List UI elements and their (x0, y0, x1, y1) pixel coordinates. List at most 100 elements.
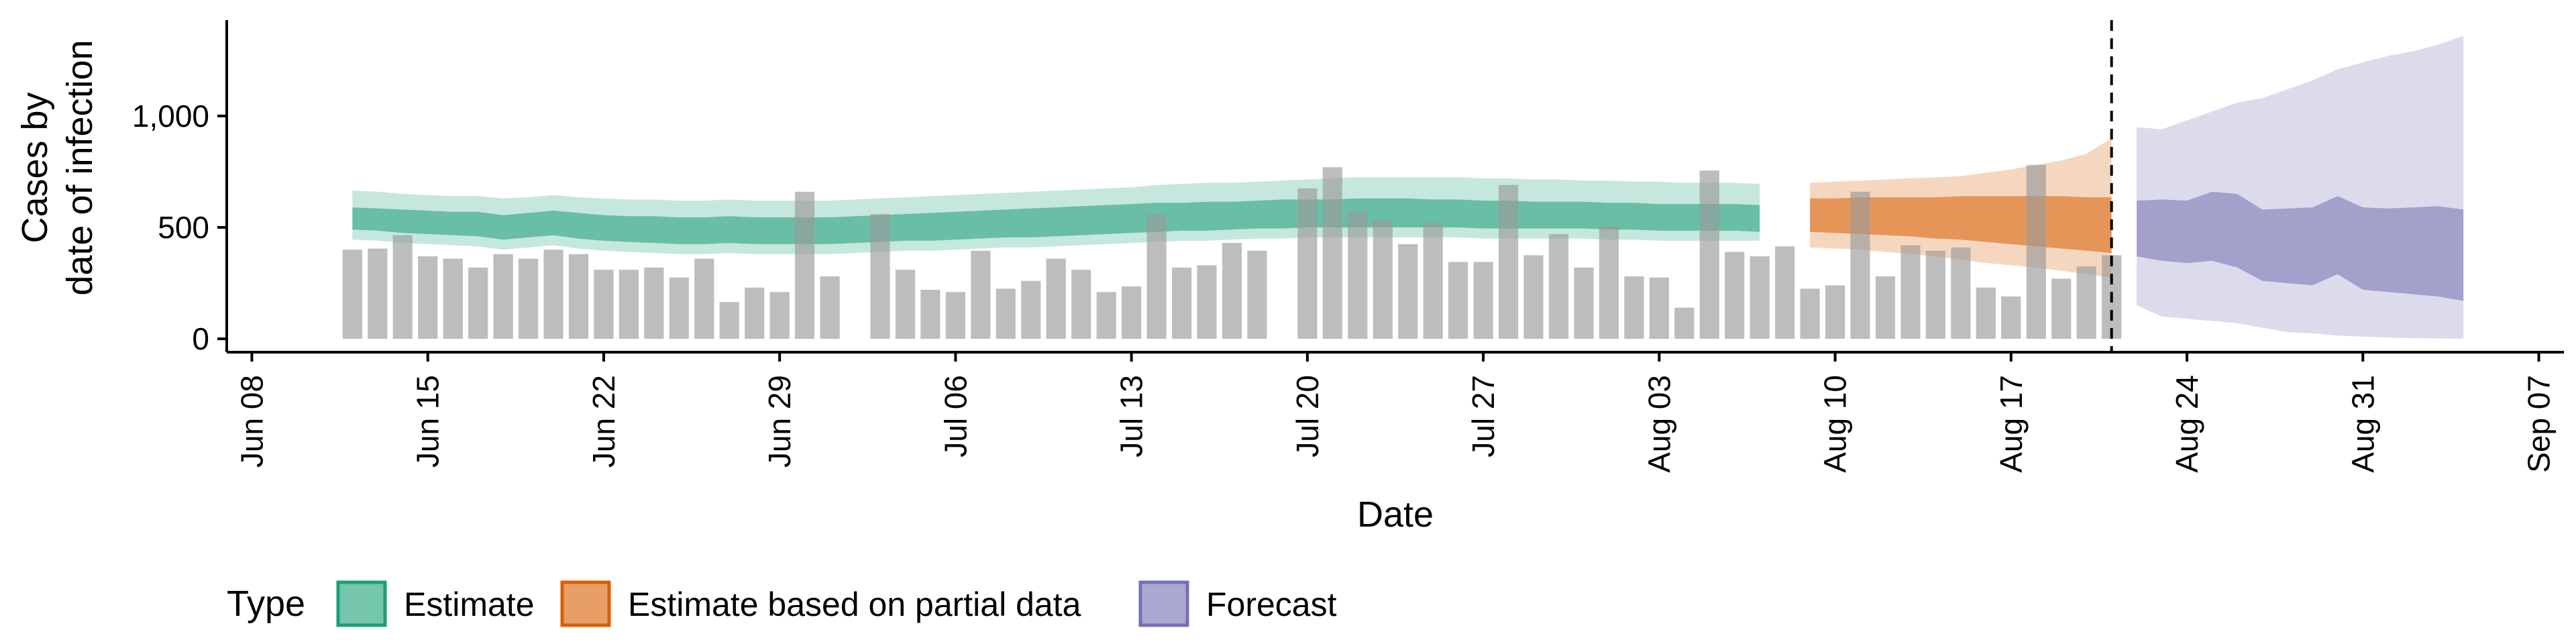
case-bar (1925, 250, 1945, 339)
case-bar (342, 250, 362, 339)
plot-area (342, 20, 2464, 352)
case-bar (619, 270, 639, 339)
case-bar (368, 248, 388, 339)
case-bar (1750, 256, 1770, 339)
case-bar (719, 302, 739, 339)
y-tick-label: 1,000 (132, 99, 209, 133)
case-bar (1448, 262, 1468, 339)
x-axis: Jun 08 Jun 15 Jun 22 Jun 29 Jul 06 Jul 13 Jul … (227, 351, 2564, 473)
case-bar (694, 258, 714, 339)
case-bar (392, 235, 413, 339)
case-bar (594, 270, 614, 339)
case-bar (945, 292, 965, 339)
case-bar (1499, 184, 1519, 339)
x-tick-label: Jul 27 (1466, 375, 1501, 458)
case-bar (418, 256, 438, 339)
x-tick-label: Jun 22 (586, 375, 621, 468)
case-bar (1197, 265, 1217, 339)
case-bar (1523, 255, 1544, 339)
case-bar (1473, 262, 1493, 339)
case-bar (1624, 276, 1644, 339)
case-bar (1348, 211, 1368, 339)
case-bar (1172, 267, 1192, 339)
case-bar (1096, 292, 1116, 339)
case-bar (1548, 233, 1569, 339)
case-bar (1222, 243, 1242, 339)
y-axis-title: Cases by date of infection (15, 40, 100, 295)
case-bar (493, 254, 513, 339)
legend-label: Estimate (404, 586, 535, 623)
case-bar (1599, 226, 1619, 339)
case-bar (1900, 245, 1921, 339)
case-bar (1373, 219, 1393, 339)
case-bar (644, 267, 664, 339)
case-bar (1775, 246, 1795, 339)
legend-key (336, 580, 387, 627)
case-bar (1398, 244, 1418, 339)
x-tick-label: Aug 24 (2169, 375, 2204, 473)
case-bar (820, 276, 840, 339)
x-tick-label: Aug 03 (1642, 375, 1676, 473)
case-bar (2026, 164, 2046, 339)
case-bar (443, 258, 463, 339)
case-bar (895, 270, 916, 339)
case-bar (1046, 258, 1066, 339)
case-bar (1574, 267, 1594, 339)
case-bar (920, 290, 941, 339)
case-bar (518, 258, 539, 339)
bars-layer (342, 164, 2122, 339)
case-bar (1699, 170, 1719, 339)
x-tick-label: Jul 13 (1114, 375, 1149, 458)
case-bar (669, 277, 689, 339)
legend-label: Estimate based on partial data (628, 586, 1081, 623)
case-bar (1146, 214, 1167, 339)
case-bar (1951, 247, 1971, 339)
case-bar (1825, 285, 1845, 339)
ribbons-layer (352, 36, 2464, 339)
case-bar (1800, 288, 1820, 339)
legend-key (560, 580, 611, 627)
legend-key (1138, 580, 1189, 627)
y-axis-title-line: date of infection (60, 40, 100, 295)
case-bar (745, 287, 765, 339)
case-bar (1649, 277, 1669, 339)
case-bar (543, 250, 564, 339)
x-tick-label: Aug 17 (1994, 375, 2029, 473)
x-tick-label: Jul 06 (938, 375, 973, 458)
case-bar (2076, 266, 2096, 339)
y-axis: 0 500 1,000 (132, 20, 228, 356)
case-bar (2051, 278, 2072, 339)
x-tick-label: Sep 07 (2522, 375, 2557, 473)
case-bar (870, 214, 890, 339)
legend: Type Estimate Estimate based on partial da… (227, 580, 1337, 627)
x-tick-label: Aug 10 (1818, 375, 1853, 473)
x-tick-label: Jun 15 (411, 375, 445, 468)
ribbon-50-series-0 (352, 198, 1760, 244)
y-tick-label: 0 (192, 321, 209, 356)
case-bar (971, 250, 991, 339)
y-axis-title-text: Cases by date of infection (15, 40, 100, 295)
case-bar (1021, 280, 1041, 339)
case-bar (1725, 252, 1745, 339)
y-tick-label: 500 (158, 210, 209, 245)
case-bar (1976, 287, 1996, 339)
legend-label: Forecast (1206, 586, 1337, 623)
case-bar (1850, 191, 1870, 339)
case-bar (996, 288, 1016, 339)
x-tick-label: Jun 29 (762, 375, 797, 468)
x-tick-label: Jun 08 (235, 375, 270, 468)
ribbon-50-series-2 (2137, 191, 2464, 301)
legend-title: Type (227, 584, 305, 624)
case-bar (2001, 296, 2021, 339)
case-bar (1875, 276, 1896, 339)
x-tick-label: Jul 20 (1290, 375, 1325, 458)
case-bar (1122, 286, 1142, 339)
x-tick-label: Aug 31 (2345, 375, 2380, 473)
x-axis-title: Date (1357, 494, 1434, 535)
case-bar (1247, 250, 1267, 339)
case-bar (1674, 307, 1695, 339)
y-axis-title-line: Cases by (15, 92, 55, 243)
case-bar (769, 292, 790, 339)
case-bar (1297, 188, 1318, 339)
